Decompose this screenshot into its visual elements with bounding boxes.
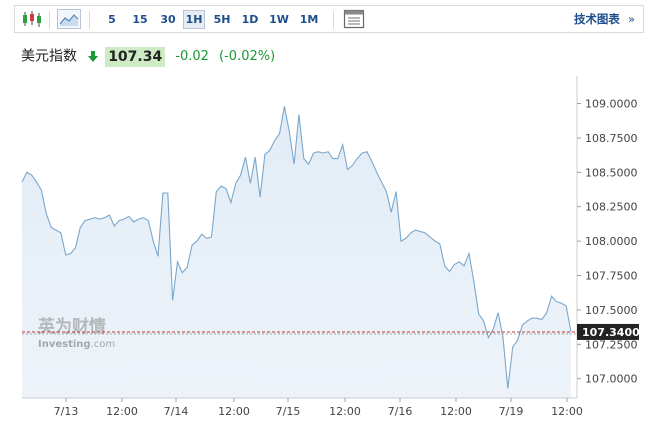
y-tick-label: 108.2500 <box>585 201 638 214</box>
candlestick-icon[interactable] <box>21 9 43 29</box>
quote-header: 美元指数 107.34 -0.02 (-0.02%) <box>21 46 276 67</box>
y-tick-label: 107.2500 <box>585 338 638 351</box>
timeframe-1w[interactable]: 1W <box>269 13 289 26</box>
x-tick-label: 12:00 <box>106 405 138 418</box>
down-arrow-icon <box>88 50 99 62</box>
technical-chart-label: 技术图表 <box>573 12 620 26</box>
series-line <box>21 106 572 389</box>
timeframe-5[interactable]: 5 <box>108 13 116 26</box>
timeframe-15[interactable]: 15 <box>132 13 148 26</box>
y-tick-label: 108.5000 <box>585 166 638 179</box>
x-tick-label: 12:00 <box>329 405 361 418</box>
watermark-brand-en: Investing.com <box>38 339 115 350</box>
timeframe-1d[interactable]: 1D <box>241 13 259 26</box>
current-price-label: 107.3400 <box>582 326 640 339</box>
timeframe-1m[interactable]: 1M <box>299 13 319 26</box>
price-change: -0.02 <box>175 48 209 64</box>
toolbar-divider <box>333 11 334 29</box>
instrument-name: 美元指数 <box>21 48 77 65</box>
y-tick-label: 108.7500 <box>585 132 638 145</box>
y-tick-label: 107.0000 <box>585 373 638 386</box>
x-tick-label: 7/16 <box>388 405 413 418</box>
toolbar-divider <box>49 11 50 29</box>
timeframe-30[interactable]: 30 <box>160 13 176 26</box>
y-tick-label: 107.5000 <box>585 304 638 317</box>
x-tick-label: 7/19 <box>499 405 524 418</box>
x-tick-label: 7/14 <box>164 405 189 418</box>
technical-chart-link[interactable]: 技术图表 » <box>574 10 635 29</box>
timeframe-1h[interactable]: 1H <box>183 10 205 29</box>
y-tick-label: 107.7500 <box>585 270 638 283</box>
x-tick-label: 7/13 <box>54 405 79 418</box>
toolbar-divider <box>89 11 90 29</box>
watermark-brand-en-name: Investing <box>38 339 91 350</box>
x-tick-label: 12:00 <box>440 405 472 418</box>
price-change-percent: (-0.02%) <box>219 48 276 64</box>
series-area <box>22 106 571 399</box>
x-tick-label: 12:00 <box>218 405 250 418</box>
chart-settings-icon[interactable] <box>343 9 365 29</box>
area-chart-icon[interactable] <box>57 9 81 29</box>
double-chevron-right-icon: » <box>627 12 635 26</box>
chart-toolbar: 5 15 30 1H 5H 1D 1W 1M 技术图表 » <box>14 5 644 33</box>
watermark: 英为财情 Investing.com <box>38 316 115 350</box>
y-tick-label: 109.0000 <box>585 98 638 111</box>
price-chart: 英为财情 Investing.com 107.0000 107.2500 107.5… <box>14 76 644 432</box>
x-tick-label: 12:00 <box>551 405 583 418</box>
y-tick-label: 108.0000 <box>585 235 638 248</box>
price-chart-svg: 英为财情 Investing.com 107.0000 107.2500 107.5… <box>21 76 640 418</box>
current-price-label-bg <box>577 323 639 340</box>
x-tick-label: 7/15 <box>276 405 301 418</box>
watermark-brand-en-suffix: .com <box>91 339 116 350</box>
last-price: 107.34 <box>105 46 166 67</box>
timeframe-5h[interactable]: 5H <box>213 13 231 26</box>
